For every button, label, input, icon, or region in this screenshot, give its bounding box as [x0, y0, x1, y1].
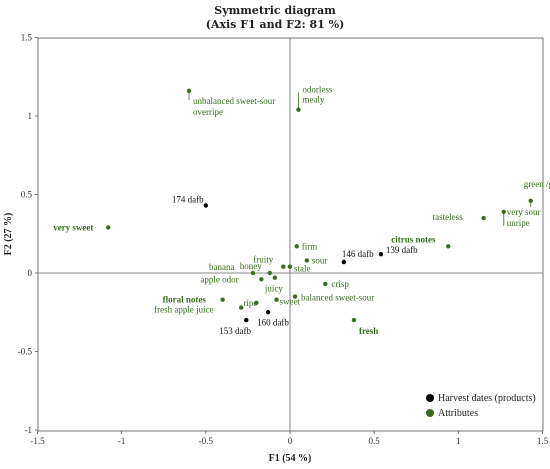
x-tick-label: 0 [288, 436, 293, 446]
scatter-point [203, 203, 209, 208]
y-axis-ticks: -1 -0.5 0 0.5 1 1.5 [18, 33, 38, 435]
scatter-point [244, 317, 249, 323]
scatter-point [186, 88, 192, 94]
legend-marker-harvest-dates [426, 394, 434, 402]
scatter-point [220, 297, 225, 302]
scatter-point [378, 251, 384, 257]
scatter-point [250, 270, 256, 276]
point-label: ripe [243, 298, 257, 308]
scatter-point [272, 275, 278, 280]
scatter-point [106, 225, 111, 230]
point-label: honey [240, 261, 262, 271]
scatter-point [296, 107, 301, 112]
scatter-point [259, 277, 264, 282]
data-points [106, 88, 533, 323]
point-label: sour [312, 255, 328, 265]
point-label: overripe [193, 107, 223, 117]
point-label: balanced sweet-sour [301, 293, 374, 303]
point-label: very sour [507, 207, 541, 217]
scatter-point [292, 294, 298, 299]
point-label: fresh apple juice [154, 305, 213, 315]
x-tick-label: 0.5 [369, 436, 381, 446]
y-tick-label: -0.5 [18, 347, 33, 357]
scatter-point [304, 258, 310, 263]
point-label: mealy [302, 95, 324, 105]
point-label: very sweet [53, 222, 93, 232]
scatter-point [267, 270, 272, 276]
point-label: tasteless [433, 212, 463, 222]
y-tick-label: 0 [28, 268, 33, 278]
x-tick-label: 1.5 [537, 436, 549, 446]
scatter-point [351, 317, 357, 323]
x-tick-label: -1 [118, 436, 126, 446]
point-label: fruity [253, 255, 273, 265]
point-label: crisp [331, 279, 349, 289]
point-label: juicy [264, 284, 283, 294]
scatter-point [287, 264, 293, 269]
x-tick-label: -0.5 [199, 436, 214, 446]
point-label: stale [294, 264, 311, 274]
point-label: green /gr… [524, 179, 550, 189]
point-label: 153 dafb [219, 326, 251, 336]
label-connectors [188, 90, 532, 226]
point-label: sweet [280, 297, 301, 307]
chart-title: Symmetric diagram [214, 4, 336, 17]
legend-marker-attributes [426, 409, 434, 417]
point-label: banana [209, 262, 234, 272]
y-tick-label: 1 [28, 111, 33, 121]
point-label: 139 dafb [386, 245, 418, 255]
point-label: odorless [302, 85, 332, 95]
x-tick-label: 1 [456, 436, 461, 446]
scatter-point [341, 259, 347, 265]
legend-label-harvest-dates: Harvest dates (products) [438, 393, 536, 404]
point-label: unripe [507, 218, 530, 228]
point-label: firm [302, 241, 318, 251]
point-labels: 174 dafb 146 dafb 139 dafb 160 dafb 153 dafb… [53, 85, 550, 336]
legend-label-attributes: Attributes [438, 408, 478, 419]
scatter-point [254, 300, 259, 306]
scatter-point [294, 244, 299, 249]
x-axis-ticks: -1.5 -1 -0.5 0 0.5 1 1.5 [30, 431, 549, 446]
y-tick-label: 1.5 [21, 33, 33, 43]
point-label: unbalanced sweet-sour [193, 96, 275, 106]
point-label: citrus notes [391, 234, 436, 244]
chart-subtitle: (Axis F1 and F2: 81 %) [206, 18, 345, 31]
point-label: apple odor [200, 274, 238, 284]
y-tick-label: -1 [25, 425, 33, 435]
x-tick-label: -1.5 [30, 436, 45, 446]
scatter-point [323, 281, 328, 287]
point-label: 160 dafb [257, 317, 289, 327]
point-label: floral notes [163, 295, 207, 305]
point-label: 174 dafb [172, 194, 204, 204]
scatter-point [446, 244, 451, 249]
legend: Harvest dates (products) Attributes [426, 393, 536, 419]
scatter-point [274, 297, 279, 302]
scatter-point [281, 264, 286, 269]
plot-frame [37, 37, 544, 432]
y-axis-title: F2 (27 %) [3, 213, 14, 256]
point-label: 146 dafb [342, 249, 374, 259]
scatter-point [501, 209, 506, 214]
scatter-point [265, 310, 271, 315]
scatter-point [238, 305, 244, 310]
scatter-point [481, 215, 486, 221]
y-tick-label: 0.5 [21, 190, 33, 200]
scatter-point [528, 198, 533, 203]
x-axis-title: F1 (54 %) [269, 453, 312, 464]
point-label: fresh [359, 326, 378, 336]
